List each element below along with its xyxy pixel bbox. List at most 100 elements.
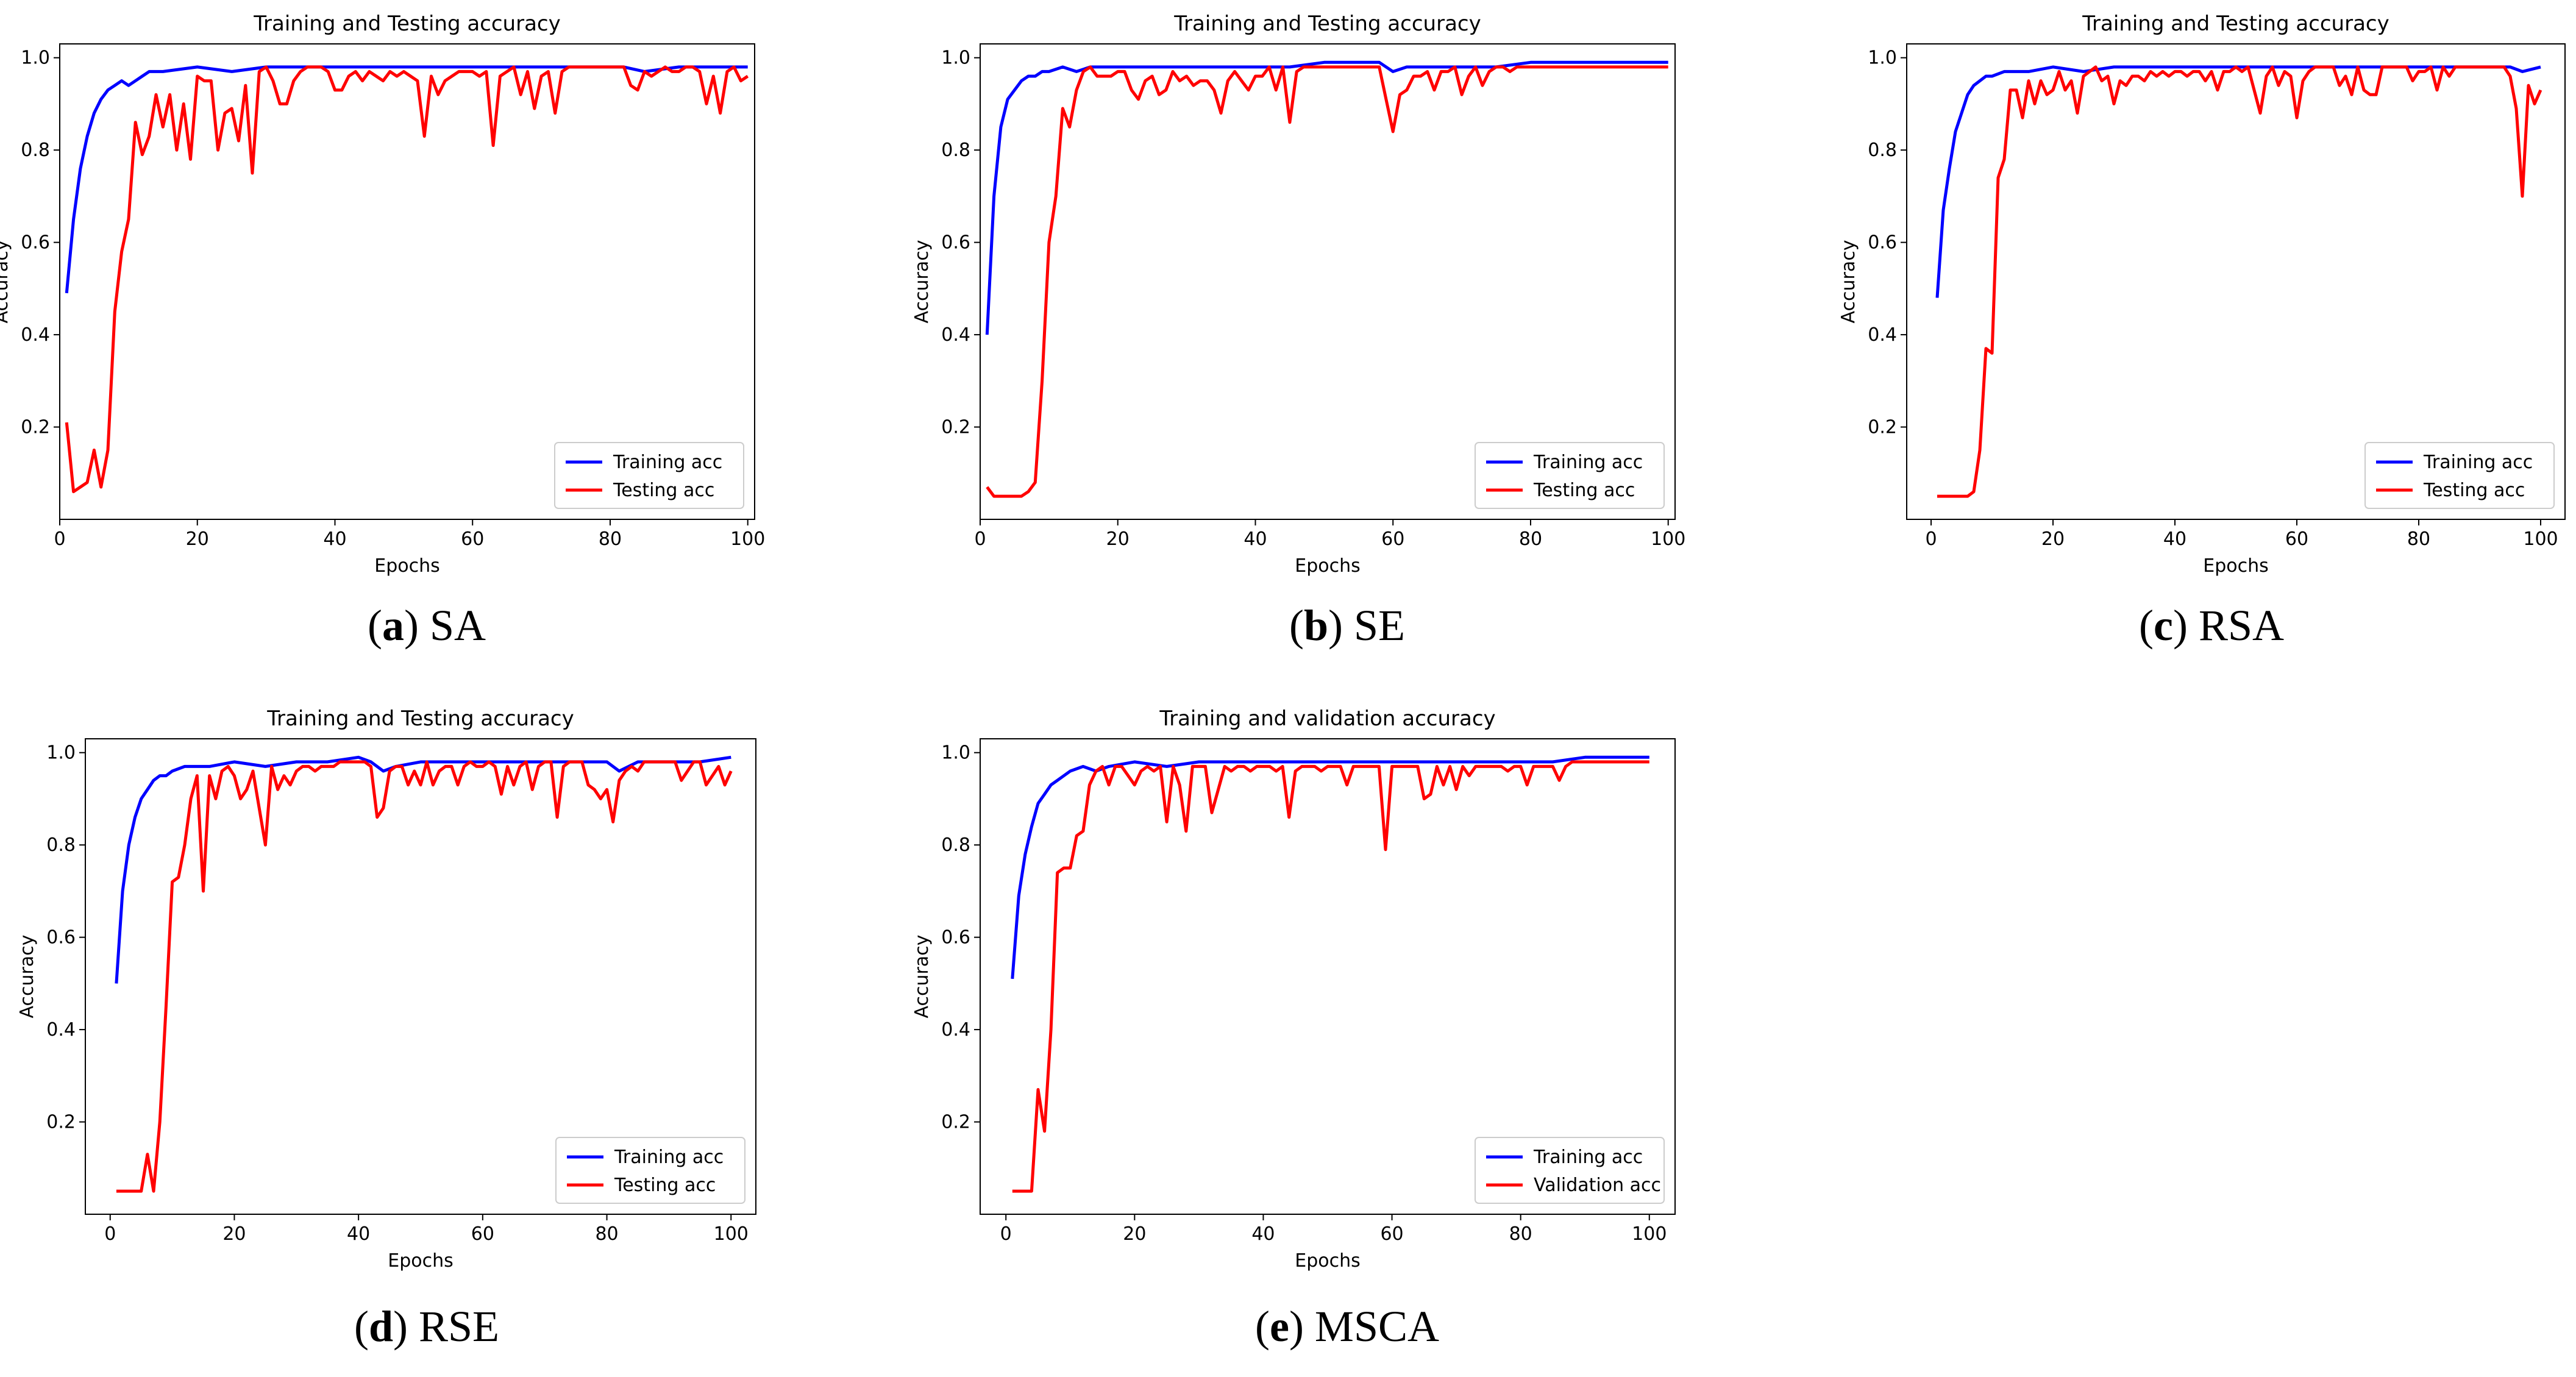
chart-panel-e: Training and validation accuracy 0 20 40 60 8…: [911, 695, 1774, 1377]
x-tick-label: 80: [2407, 528, 2430, 550]
legend-label: Testing acc: [613, 480, 714, 501]
caption-a: (a) SA: [367, 601, 486, 650]
x-tick-label: 100: [1632, 1223, 1667, 1245]
series-line-training-acc: [1011, 755, 1649, 979]
legend-label: Training acc: [2423, 452, 2533, 473]
x-tick-label: 80: [595, 1223, 618, 1245]
y-tick-label: 0.8: [941, 834, 970, 856]
x-tick-label: 60: [2285, 528, 2308, 550]
x-tick-label: 100: [2523, 528, 2558, 550]
x-tick-label: 40: [2163, 528, 2186, 550]
chart-title: Training and Testing accuracy: [266, 706, 574, 731]
caption-label: RSA: [2198, 601, 2284, 650]
chart-title: Training and Testing accuracy: [1173, 12, 1481, 36]
legend-label: Training acc: [1533, 1147, 1643, 1168]
x-tick-label: 80: [1509, 1223, 1532, 1245]
x-tick-label: 0: [1000, 1223, 1012, 1245]
y-tick-label: 0.6: [941, 927, 970, 948]
y-tick-label: 0.2: [21, 417, 50, 438]
x-tick-label: 60: [1380, 1223, 1403, 1245]
series-line-training-acc: [115, 755, 731, 984]
series-line-testing-acc: [116, 760, 733, 1193]
x-tick-label: 40: [323, 528, 346, 550]
x-tick-label: 0: [974, 528, 986, 550]
caption-d: (d) RSE: [354, 1302, 500, 1351]
plot-frame: [980, 43, 1676, 520]
caption-letter: a: [382, 601, 404, 650]
y-tick-label: 0.2: [941, 417, 970, 438]
y-tick-label: 0.6: [46, 927, 76, 948]
y-axis-label: Accuracy: [911, 240, 933, 324]
caption-letter: c: [2153, 601, 2173, 650]
accuracy-chart-se: Training and Testing accuracy 0 20 40 60 80 10…: [911, 12, 1685, 577]
x-tick-label: 40: [1251, 1223, 1275, 1245]
caption-b: (b) SE: [1289, 601, 1406, 650]
series-line-testing-acc: [65, 65, 749, 494]
legend: Training acc Testing acc: [555, 1137, 745, 1204]
legend-label: Training acc: [614, 1147, 724, 1168]
legend-box: [1475, 1137, 1665, 1204]
y-tick-label: 1.0: [941, 48, 970, 69]
y-tick-label: 0.8: [46, 834, 76, 856]
y-tick-label: 0.4: [941, 324, 970, 346]
legend-label: Testing acc: [2423, 480, 2525, 501]
x-tick-label: 0: [1925, 528, 1937, 550]
chart-panel-c: Training and Testing accuracy 0 20 40 60 80 10…: [1838, 0, 2576, 671]
plot-frame: [980, 738, 1676, 1215]
x-tick-label: 0: [104, 1223, 116, 1245]
legend: Training acc Validation acc: [1475, 1137, 1665, 1204]
y-tick-label: 0.6: [941, 232, 970, 254]
chart-title: Training and validation accuracy: [1159, 706, 1495, 731]
caption-label: SE: [1353, 601, 1406, 650]
x-axis-label: Epochs: [1295, 555, 1361, 577]
chart-title: Training and Testing accuracy: [253, 12, 560, 36]
y-tick-label: 0.6: [1868, 232, 1897, 254]
legend-label: Training acc: [613, 452, 722, 473]
caption-letter: d: [368, 1302, 393, 1351]
y-tick-label: 1.0: [941, 742, 970, 764]
y-axis-label: Accuracy: [16, 935, 38, 1019]
plot-frame: [59, 43, 755, 520]
y-tick-label: 0.4: [1868, 324, 1897, 346]
series-line-validation-acc: [1012, 760, 1649, 1193]
x-tick-label: 0: [54, 528, 65, 550]
y-tick-label: 0.4: [46, 1019, 76, 1041]
caption-label: SA: [429, 601, 486, 650]
y-axis-label: Accuracy: [911, 935, 933, 1019]
legend: Training acc Testing acc: [2364, 442, 2555, 509]
x-tick-label: 20: [222, 1223, 246, 1245]
legend-label: Testing acc: [614, 1175, 716, 1196]
x-tick-label: 80: [1519, 528, 1542, 550]
caption-label: RSE: [418, 1302, 500, 1351]
x-tick-label: 60: [1381, 528, 1404, 550]
y-tick-label: 0.8: [21, 140, 50, 161]
plot-frame: [85, 738, 756, 1215]
plot-frame: [1906, 43, 2566, 520]
x-tick-label: 40: [347, 1223, 370, 1245]
x-tick-label: 100: [714, 1223, 749, 1245]
y-tick-label: 0.4: [941, 1019, 970, 1041]
chart-title: Training and Testing accuracy: [2082, 12, 2389, 36]
caption-letter: e: [1269, 1302, 1289, 1351]
accuracy-chart-rse: Training and Testing accuracy 0 20 40 60 80 10…: [16, 706, 756, 1272]
legend-label: Training acc: [1533, 452, 1643, 473]
caption-c: (c) RSA: [2139, 601, 2284, 650]
legend: Training acc Testing acc: [1475, 442, 1665, 509]
legend-box: [554, 442, 744, 509]
x-tick-label: 60: [461, 528, 484, 550]
y-tick-label: 1.0: [46, 742, 76, 764]
x-tick-label: 20: [186, 528, 209, 550]
y-tick-label: 0.2: [46, 1112, 76, 1133]
x-axis-label: Epochs: [388, 1250, 454, 1272]
x-axis-label: Epochs: [2203, 555, 2269, 577]
x-tick-label: 40: [1244, 528, 1267, 550]
x-tick-label: 80: [599, 528, 622, 550]
legend-label: Testing acc: [1533, 480, 1635, 501]
legend-box: [2364, 442, 2555, 509]
y-tick-label: 0.6: [21, 232, 50, 254]
y-tick-label: 0.8: [941, 140, 970, 161]
x-tick-label: 20: [1123, 1223, 1146, 1245]
x-tick-label: 20: [1106, 528, 1130, 550]
x-tick-label: 20: [2041, 528, 2065, 550]
legend-label: Validation acc: [1534, 1175, 1661, 1196]
